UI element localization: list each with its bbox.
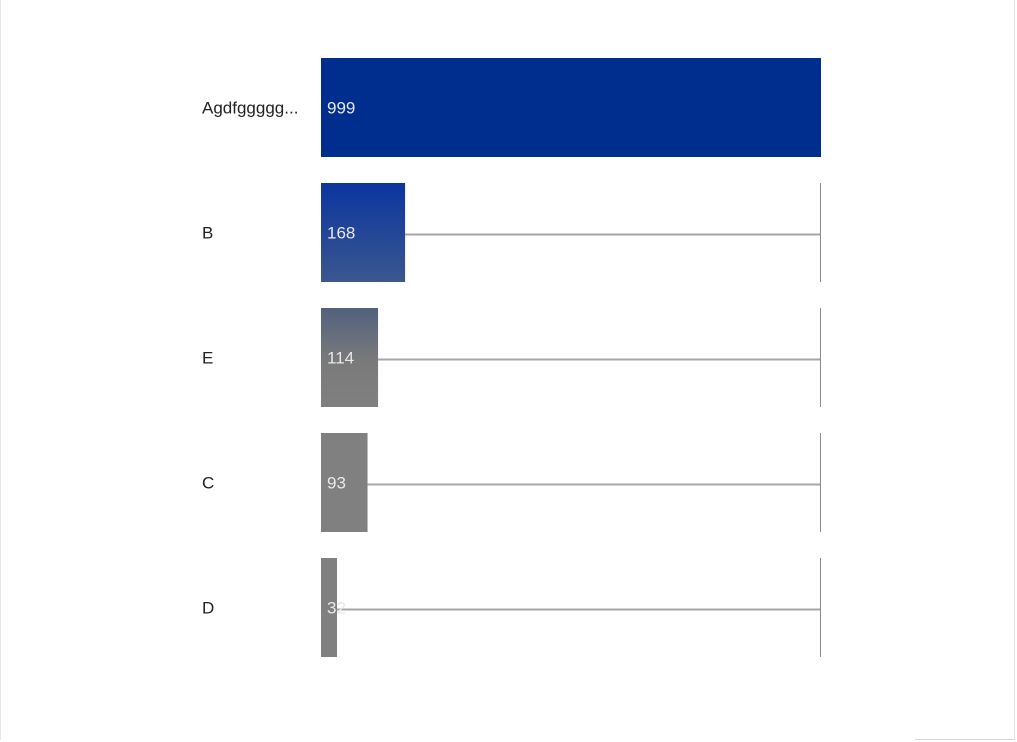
bar-value-label: 999: [327, 99, 355, 118]
category-label: E: [202, 349, 213, 368]
bar[interactable]: [321, 558, 338, 657]
category-label: Agdfggggg...: [202, 99, 298, 118]
bar[interactable]: [321, 433, 368, 532]
bar[interactable]: [321, 183, 406, 282]
category-label: C: [202, 474, 214, 493]
bar-value-label: 168: [327, 224, 355, 243]
bar[interactable]: [321, 58, 821, 157]
bar[interactable]: [321, 308, 379, 407]
bar-value-label: 114: [327, 349, 354, 368]
bar-value-label: 32: [327, 599, 346, 618]
bar-value-label: 93: [327, 474, 346, 493]
corner-divider: [915, 739, 1015, 740]
category-label: B: [202, 224, 213, 243]
bar-rows: Agdfggggg... 999 B 168 E 114 C 93 D 32: [202, 58, 821, 657]
category-label: D: [202, 599, 214, 618]
